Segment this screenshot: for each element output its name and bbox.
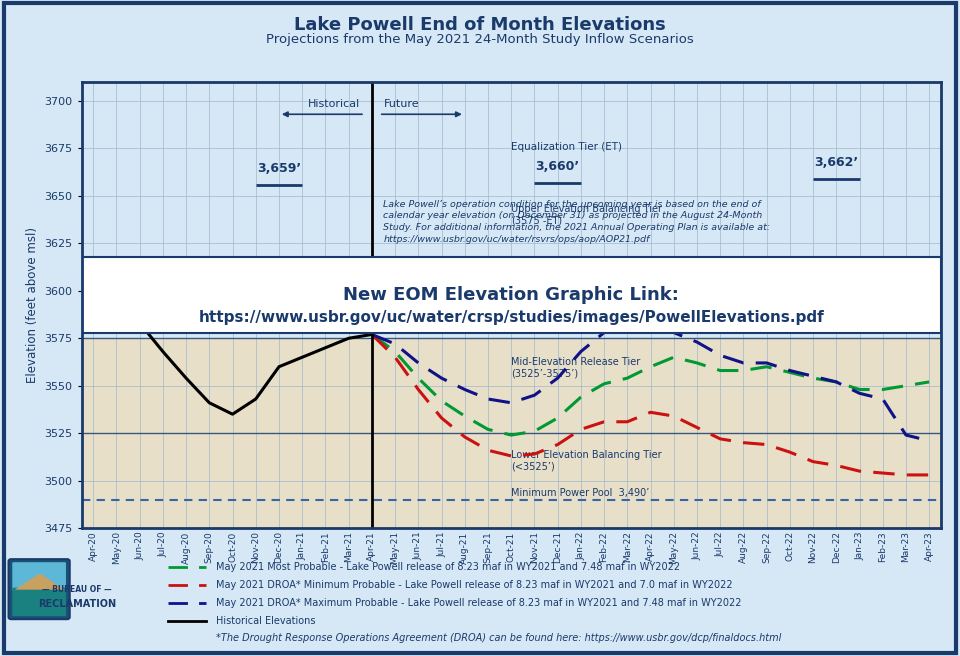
- Text: Jun-22: Jun-22: [692, 531, 702, 560]
- FancyBboxPatch shape: [9, 559, 70, 619]
- Text: Minimum Power Pool  3,490’: Minimum Power Pool 3,490’: [511, 487, 650, 498]
- Text: Historical: Historical: [308, 98, 360, 109]
- Text: Mid-Elevation Release Tier
(3525’-3575’): Mid-Elevation Release Tier (3525’-3575’): [511, 358, 640, 379]
- Text: Dec-21: Dec-21: [553, 531, 563, 564]
- Text: Upper Elevation Balancing Tier
(3575’-ET): Upper Elevation Balancing Tier (3575’-ET…: [511, 204, 662, 226]
- Text: Apr-20: Apr-20: [88, 531, 98, 561]
- Text: Nov-22: Nov-22: [808, 531, 818, 564]
- Text: Apr-23: Apr-23: [924, 531, 934, 561]
- Text: Jun-21: Jun-21: [414, 531, 422, 560]
- Text: *The Drought Response Operations Agreement (DROA) can be found here: https://www: *The Drought Response Operations Agreeme…: [216, 633, 781, 644]
- Text: Lake Powell’s operation condition for the upcoming year is based on the end of
c: Lake Powell’s operation condition for th…: [383, 199, 771, 244]
- Text: Mar-23: Mar-23: [901, 531, 910, 562]
- Text: May-20: May-20: [112, 531, 121, 564]
- Text: Nov-20: Nov-20: [252, 531, 260, 564]
- Text: Sep-20: Sep-20: [204, 531, 214, 563]
- Text: May 2021 DROA* Minimum Probable - Lake Powell release of 8.23 maf in WY2021 and : May 2021 DROA* Minimum Probable - Lake P…: [216, 580, 732, 590]
- Text: Feb-21: Feb-21: [321, 531, 330, 562]
- Text: Historical Elevations: Historical Elevations: [216, 615, 316, 626]
- Text: — BUREAU OF —: — BUREAU OF —: [42, 585, 112, 594]
- Text: 3,662’: 3,662’: [814, 156, 858, 169]
- Text: 3,659’: 3,659’: [257, 162, 301, 175]
- Text: Oct-22: Oct-22: [785, 531, 794, 562]
- Text: Equalization Tier (ET): Equalization Tier (ET): [511, 142, 622, 152]
- Text: Mar-21: Mar-21: [344, 531, 353, 562]
- Text: Sep-21: Sep-21: [484, 531, 492, 563]
- Text: Jan-22: Jan-22: [576, 531, 586, 560]
- Text: Mar-22: Mar-22: [623, 531, 632, 562]
- Text: 3,660’: 3,660’: [536, 160, 580, 173]
- Text: Future: Future: [383, 98, 420, 109]
- Text: Oct-21: Oct-21: [507, 531, 516, 562]
- Text: Apr-21: Apr-21: [368, 531, 376, 561]
- Text: Jul-20: Jul-20: [158, 531, 167, 557]
- Bar: [82, 338, 941, 528]
- Text: Oct-20: Oct-20: [228, 531, 237, 562]
- Text: Jul-22: Jul-22: [716, 531, 725, 557]
- Text: Jun-20: Jun-20: [135, 531, 144, 560]
- Text: Dec-20: Dec-20: [275, 531, 283, 564]
- Text: Aug-22: Aug-22: [739, 531, 748, 564]
- Text: May-21: May-21: [391, 531, 399, 564]
- Text: May 2021 DROA* Maximum Probable - Lake Powell release of 8.23 maf in WY2021 and : May 2021 DROA* Maximum Probable - Lake P…: [216, 598, 741, 608]
- Text: Lake Powell End of Month Elevations: Lake Powell End of Month Elevations: [294, 16, 666, 34]
- Text: May-22: May-22: [669, 531, 679, 564]
- Text: Projections from the May 2021 24-Month Study Inflow Scenarios: Projections from the May 2021 24-Month S…: [266, 33, 694, 46]
- Text: Jul-21: Jul-21: [437, 531, 446, 557]
- Y-axis label: Elevation (feet above msl): Elevation (feet above msl): [26, 227, 38, 383]
- Polygon shape: [14, 573, 64, 590]
- Text: https://www.usbr.gov/uc/water/crsp/studies/images/PowellElevations.pdf: https://www.usbr.gov/uc/water/crsp/studi…: [199, 310, 824, 325]
- FancyBboxPatch shape: [12, 562, 66, 590]
- Text: Jan-21: Jan-21: [298, 531, 306, 560]
- Text: Apr-22: Apr-22: [646, 531, 655, 561]
- Text: Nov-21: Nov-21: [530, 531, 539, 564]
- Text: Feb-23: Feb-23: [878, 531, 887, 562]
- Text: Aug-21: Aug-21: [460, 531, 469, 564]
- Text: May 2021 Most Probable - Lake Powell release of 8.23 maf in WY2021 and 7.48 maf : May 2021 Most Probable - Lake Powell rel…: [216, 562, 680, 573]
- Text: Aug-20: Aug-20: [181, 531, 191, 564]
- Text: Sep-22: Sep-22: [762, 531, 771, 563]
- Text: Lower Elevation Balancing Tier
(<3525’): Lower Elevation Balancing Tier (<3525’): [511, 450, 661, 472]
- Text: Dec-22: Dec-22: [831, 531, 841, 564]
- Text: RECLAMATION: RECLAMATION: [38, 599, 116, 609]
- Text: Feb-22: Feb-22: [600, 531, 609, 562]
- Text: Jan-23: Jan-23: [855, 531, 864, 560]
- Text: New EOM Elevation Graphic Link:: New EOM Elevation Graphic Link:: [344, 285, 679, 304]
- Bar: [82, 256, 941, 333]
- FancyBboxPatch shape: [12, 588, 66, 616]
